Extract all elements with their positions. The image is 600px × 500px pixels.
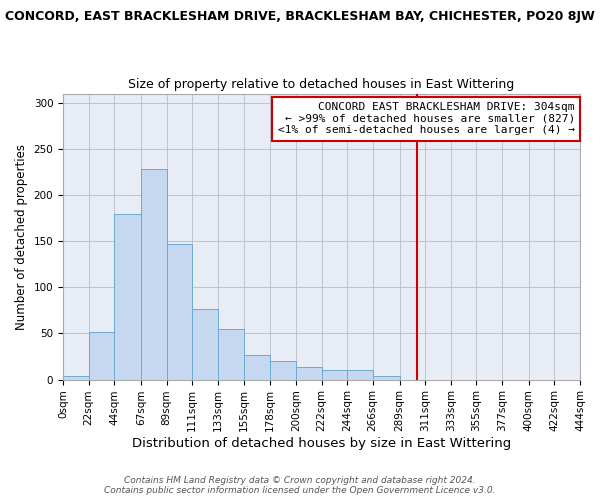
- X-axis label: Distribution of detached houses by size in East Wittering: Distribution of detached houses by size …: [132, 437, 511, 450]
- Y-axis label: Number of detached properties: Number of detached properties: [15, 144, 28, 330]
- Bar: [322, 370, 347, 380]
- Text: CONCORD, EAST BRACKLESHAM DRIVE, BRACKLESHAM BAY, CHICHESTER, PO20 8JW: CONCORD, EAST BRACKLESHAM DRIVE, BRACKLE…: [5, 10, 595, 23]
- Bar: [244, 354, 270, 380]
- Bar: [218, 329, 244, 380]
- Bar: [347, 370, 373, 380]
- Title: Size of property relative to detached houses in East Wittering: Size of property relative to detached ho…: [128, 78, 515, 91]
- Text: CONCORD EAST BRACKLESHAM DRIVE: 304sqm
← >99% of detached houses are smaller (82: CONCORD EAST BRACKLESHAM DRIVE: 304sqm ←…: [278, 102, 575, 136]
- Bar: [63, 376, 89, 380]
- Bar: [270, 361, 296, 380]
- Bar: [296, 366, 322, 380]
- Bar: [192, 310, 218, 380]
- Bar: [141, 169, 167, 380]
- Bar: [373, 376, 400, 380]
- Text: Contains HM Land Registry data © Crown copyright and database right 2024.
Contai: Contains HM Land Registry data © Crown c…: [104, 476, 496, 495]
- Bar: [167, 244, 192, 380]
- Bar: [89, 332, 114, 380]
- Bar: [114, 214, 141, 380]
